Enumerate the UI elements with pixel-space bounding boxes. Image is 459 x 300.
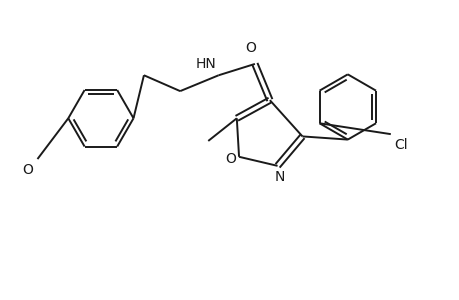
Text: O: O <box>225 152 236 166</box>
Text: HN: HN <box>195 57 216 71</box>
Text: Cl: Cl <box>393 138 407 152</box>
Text: N: N <box>274 170 285 184</box>
Text: O: O <box>244 41 255 55</box>
Text: O: O <box>22 163 33 177</box>
